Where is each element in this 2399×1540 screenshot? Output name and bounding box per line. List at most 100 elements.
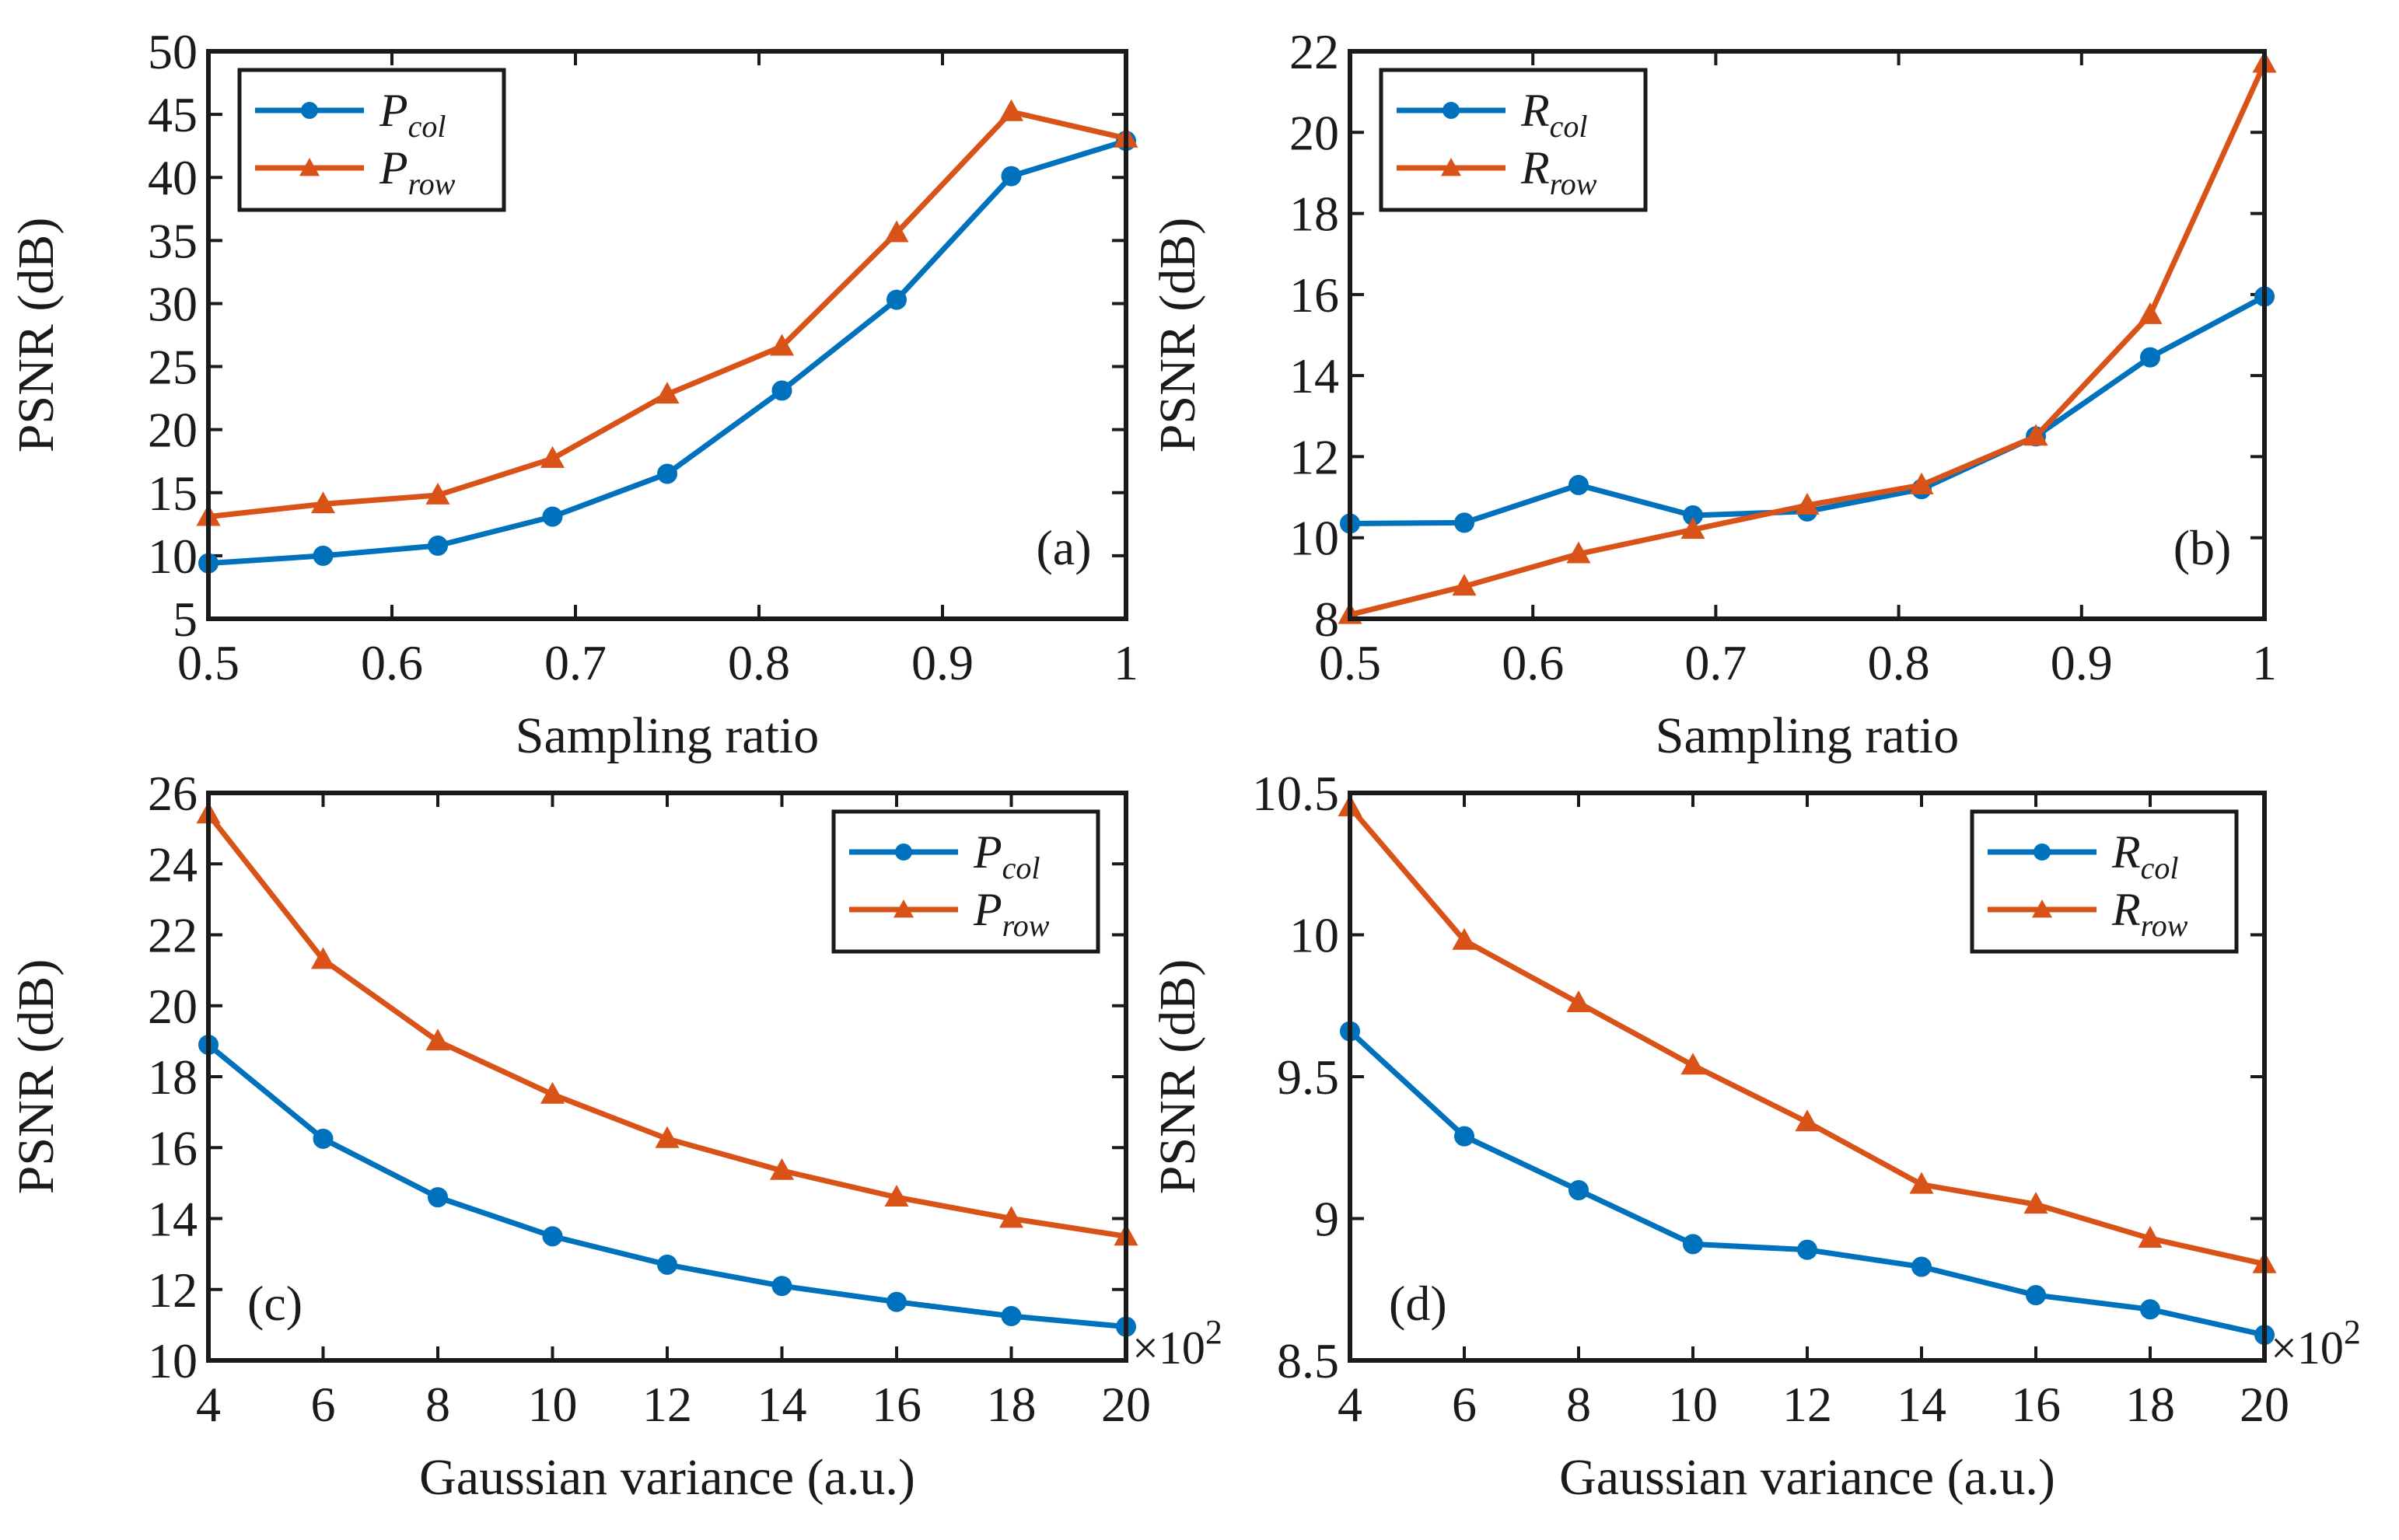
data-point-triangle xyxy=(1909,472,1934,494)
legend-entry-r-row: Rrow xyxy=(2111,884,2188,943)
legend-marker-circle xyxy=(2034,843,2051,861)
y-tick-label: 10 xyxy=(148,529,198,584)
y-tick-label: 14 xyxy=(1289,348,1339,403)
y-tick-label: 10 xyxy=(148,1333,198,1388)
legend-marker-triangle xyxy=(299,158,320,176)
y-tick-label: 26 xyxy=(148,766,198,821)
x-tick-label: 10 xyxy=(1668,1377,1718,1432)
legend-entry-subscript: col xyxy=(408,109,446,144)
x-tick-label: 0.9 xyxy=(2051,635,2113,690)
y-tick-label: 16 xyxy=(148,1120,198,1175)
data-point-triangle xyxy=(425,1028,450,1051)
legend-entry-subscript: row xyxy=(408,166,456,201)
y-tick-label: 10 xyxy=(1289,908,1339,963)
data-point-circle xyxy=(887,289,907,310)
x-exponent-base: ×10 xyxy=(2271,1322,2344,1374)
y-tick-label: 10 xyxy=(1289,511,1339,566)
chart-panel-b: 0.5 0.6 0.7 0.8 0.9 1810121416182022Sampling … xyxy=(1149,24,2277,764)
x-tick-label: 0.5 xyxy=(177,635,240,690)
legend-marker-circle xyxy=(1443,102,1460,119)
data-point-circle xyxy=(657,463,677,484)
x-tick-label: 16 xyxy=(2011,1377,2061,1432)
x-tick-label: 8 xyxy=(425,1377,450,1432)
legend-marker-triangle xyxy=(2032,899,2052,918)
x-exponent-label: ×102 xyxy=(2271,1313,2361,1374)
data-point-circle xyxy=(887,1291,907,1312)
x-tick-label: 6 xyxy=(311,1377,336,1432)
data-point-circle xyxy=(542,1226,563,1247)
data-point-triangle xyxy=(1680,1053,1705,1075)
x-tick-label: 4 xyxy=(1338,1377,1362,1432)
data-point-circle xyxy=(2140,1299,2160,1320)
x-tick-label: 14 xyxy=(757,1377,807,1432)
chart-panel-d: 4 6 8 10 12 14 16 18 20 8.5 9 9.5 10 10.5 Gaussian var… xyxy=(1149,766,2361,1506)
legend-marker-triangle xyxy=(1441,158,1461,176)
data-point-circle xyxy=(1568,1180,1589,1200)
legend-entry-subscript: row xyxy=(1002,908,1050,943)
legend-marker-circle xyxy=(895,843,912,861)
y-axis-title: PSNR (dB) xyxy=(1149,959,1206,1195)
panel-label: (a) xyxy=(1036,520,1091,575)
data-point-circle xyxy=(1911,1256,1932,1277)
data-point-triangle xyxy=(1795,492,1820,515)
data-point-circle xyxy=(1454,512,1474,533)
x-tick-label: 12 xyxy=(1782,1377,1832,1432)
data-point-triangle xyxy=(1452,574,1477,596)
data-point-triangle xyxy=(2138,302,2163,324)
data-point-triangle xyxy=(769,1158,795,1180)
x-axis-title: Sampling ratio xyxy=(1656,707,1959,764)
chart-panel-c: 4 6 8 10 12 14 16 18 20 10 12 14 16 18 20 22 24 26 Gaussia… xyxy=(8,766,1222,1506)
panel-label: (c) xyxy=(247,1276,302,1331)
data-point-circle xyxy=(1454,1126,1474,1147)
legend-entry-p-col: Pcol xyxy=(379,85,446,144)
data-point-triangle xyxy=(769,333,795,356)
x-axis-title: Sampling ratio xyxy=(516,707,819,764)
data-point-circle xyxy=(542,506,563,527)
data-point-triangle xyxy=(540,1081,565,1104)
data-point-triangle xyxy=(1680,517,1705,540)
x-exponent-base: ×10 xyxy=(1132,1322,1205,1374)
x-tick-label: 0.8 xyxy=(1868,635,1930,690)
data-point-triangle xyxy=(540,445,565,468)
y-tick-label: 40 xyxy=(148,150,198,205)
x-tick-label: 20 xyxy=(2240,1377,2289,1432)
data-point-circle xyxy=(1797,1239,1817,1260)
y-tick-label: 18 xyxy=(1289,187,1339,242)
legend-entry-subscript: col xyxy=(1550,109,1588,144)
data-point-circle xyxy=(428,535,448,556)
legend-entry-p-col: Pcol xyxy=(973,826,1040,885)
legend-marker-circle xyxy=(301,102,318,119)
y-tick-label: 20 xyxy=(148,979,198,1034)
legend-entry-subscript: row xyxy=(1550,166,1597,201)
data-point-circle xyxy=(1001,166,1022,187)
y-tick-label: 14 xyxy=(148,1192,198,1247)
y-tick-label: 30 xyxy=(148,276,198,331)
legend-entry-p-row: Prow xyxy=(973,884,1050,943)
legend-entry-p-row: Prow xyxy=(379,142,456,201)
data-point-circle xyxy=(771,380,792,401)
data-point-circle xyxy=(1001,1305,1022,1326)
legend-entry-subscript: col xyxy=(1002,850,1040,885)
legend-entry-r-col: Rcol xyxy=(1520,85,1588,144)
legend-box xyxy=(1970,809,2239,954)
y-tick-label: 45 xyxy=(148,87,198,142)
data-point-circle xyxy=(2140,347,2160,368)
legend-entry-main: P xyxy=(973,826,1002,878)
x-axis-title: Gaussian variance (a.u.) xyxy=(1559,1449,2055,1506)
data-point-circle xyxy=(428,1187,448,1208)
data-point-triangle xyxy=(2138,1225,2163,1248)
x-tick-label: 18 xyxy=(2125,1377,2175,1432)
legend-box xyxy=(1379,68,1648,212)
data-point-circle xyxy=(771,1276,792,1297)
data-point-triangle xyxy=(1566,541,1591,564)
data-point-triangle xyxy=(2023,424,2048,446)
legend-entry-subscript: col xyxy=(2141,850,2179,885)
x-tick-label: 18 xyxy=(987,1377,1037,1432)
y-tick-label: 18 xyxy=(148,1049,198,1105)
x-axis-title: Gaussian variance (a.u.) xyxy=(419,1449,915,1506)
